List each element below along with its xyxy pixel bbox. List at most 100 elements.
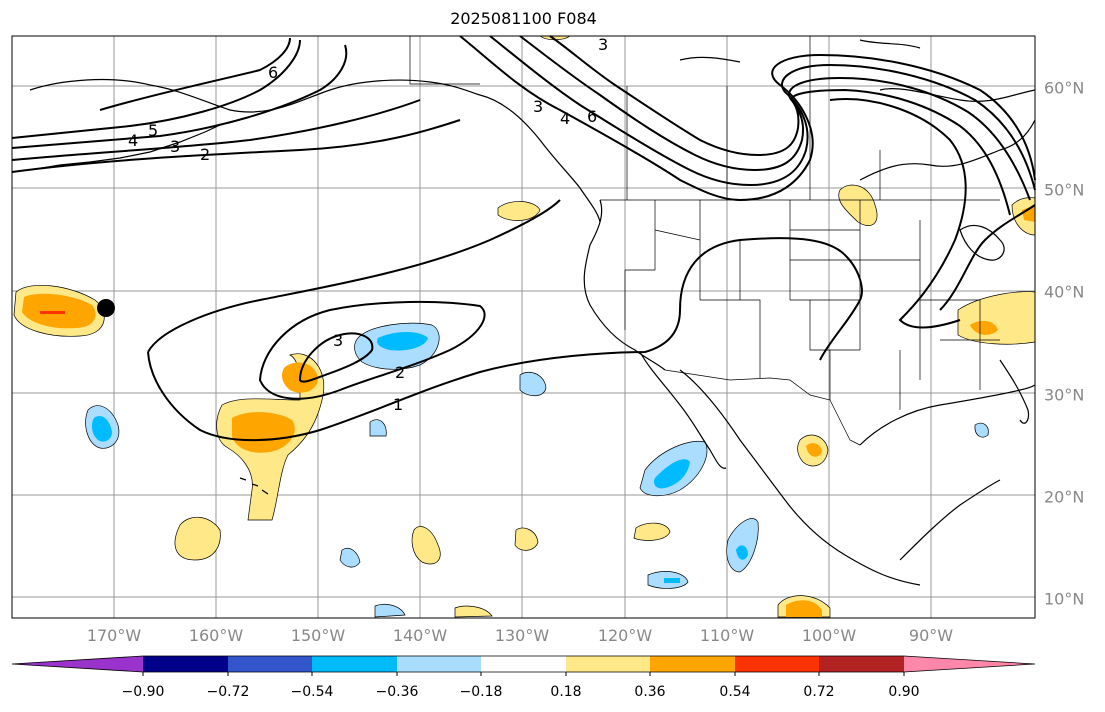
- coastlines: [29, 39, 1036, 586]
- colorbar-box: [228, 656, 312, 672]
- contour-1-subtropical: [147, 199, 561, 353]
- lat-label: 20°N: [1044, 487, 1085, 507]
- us-mexico-border: [664, 369, 861, 446]
- contour-label: 5: [148, 121, 158, 140]
- colorbar-box: [312, 656, 397, 672]
- colorbar-extend-high: [904, 656, 1035, 672]
- colorbar-tick-label: −0.72: [206, 684, 250, 700]
- lon-label: 170°W: [86, 626, 142, 645]
- colorbar-tick-label: 0.36: [634, 684, 666, 700]
- colorbar-tick-label: −0.18: [459, 684, 503, 700]
- lat-label: 40°N: [1044, 282, 1085, 302]
- hawaii: [239, 477, 269, 495]
- colorbar-box: [819, 656, 904, 672]
- fill-yellow-s4: [633, 522, 671, 541]
- contour-label: 3: [533, 97, 543, 116]
- lat-label: 30°N: [1044, 385, 1085, 405]
- colorbar-tick-label: −0.36: [375, 684, 419, 700]
- lon-label: 100°W: [801, 626, 857, 645]
- lon-label: 150°W: [290, 626, 346, 645]
- fill-yellow-wa: [497, 201, 541, 221]
- contour-ridge-inner: [829, 98, 967, 329]
- contour-ridge-4: [549, 35, 1011, 216]
- fill-dateline-red: [40, 311, 65, 314]
- fill-small-lightblue-1: [519, 371, 547, 397]
- fill-mex-blue-2: [664, 578, 680, 583]
- state-lines-e: [860, 220, 1000, 410]
- hudson-bay: [879, 88, 1036, 102]
- colorbar: [11, 655, 1036, 676]
- fill-gulf-lightblue: [974, 422, 989, 438]
- lon-label: 90°W: [908, 626, 954, 645]
- contour-label: 2: [200, 145, 210, 164]
- fill-orange-s6: [786, 600, 822, 617]
- fill-mex-blue-1: [736, 545, 748, 560]
- lat-label: 60°N: [1044, 78, 1085, 98]
- alaska-border: [409, 36, 480, 85]
- lon-label: 110°W: [699, 626, 755, 645]
- state-lines-w: [624, 200, 761, 378]
- contour-label: 3: [598, 35, 608, 54]
- contour-label: 6: [587, 107, 597, 126]
- fill-yellow-s3: [514, 527, 539, 551]
- west-coast: [583, 199, 666, 371]
- contour-3-north-pacific: [11, 99, 421, 161]
- contour-6-bering: [99, 37, 291, 111]
- contour-label: 1: [393, 395, 403, 414]
- location-marker: [97, 299, 115, 317]
- fill-central-blue: [377, 332, 428, 351]
- colorbar-box: [397, 656, 481, 672]
- fill-mex-lightblue-1: [726, 518, 759, 573]
- contour-2-central: [258, 300, 486, 400]
- colorbar-tick-label: 0.18: [550, 684, 582, 700]
- florida: [999, 359, 1030, 424]
- gulf-coast: [859, 384, 1036, 446]
- lon-label: 140°W: [392, 626, 448, 645]
- colorbar-box: [481, 656, 566, 672]
- contour-label-group: 6 5 4 3 2 3 4 6 3 3 2 1: [128, 35, 608, 414]
- alaska-coast: [29, 78, 601, 223]
- contour-ridge-3: [519, 35, 1031, 201]
- contour-1-subtropical-south: [147, 237, 863, 442]
- lat-label: 10°N: [1044, 589, 1085, 609]
- fill-yellow-s2: [411, 526, 441, 565]
- colorbar-box: [650, 656, 735, 672]
- mexico-coast: [679, 369, 921, 586]
- colorbar-box: [566, 656, 650, 672]
- fill-baja-blue: [654, 459, 690, 489]
- contour-label: 6: [268, 63, 278, 82]
- fill-yellow-s1: [174, 517, 221, 561]
- fill-small-lightblue-4: [374, 603, 406, 618]
- colorbar-extend-low: [12, 656, 143, 672]
- contour-label: 2: [395, 363, 405, 382]
- contour-2-north-pacific: [11, 119, 461, 173]
- colorbar-tick-label: −0.90: [121, 684, 165, 700]
- anomaly-fills: [13, 35, 1036, 618]
- colorbar-tick-label: 0.72: [803, 684, 835, 700]
- canada-provinces: [626, 36, 881, 200]
- contour-label: 4: [560, 109, 570, 128]
- lon-label: 130°W: [494, 626, 550, 645]
- contour-label: 4: [128, 131, 138, 150]
- colorbar-box: [735, 656, 819, 672]
- fill-orange-ne: [1022, 205, 1035, 222]
- contour-5-north-pacific: [11, 39, 301, 139]
- contour-3-central: [298, 332, 374, 383]
- fill-orange-mex: [806, 443, 822, 457]
- contours: [11, 35, 1036, 442]
- borders: [409, 36, 1000, 446]
- baja: [639, 351, 727, 469]
- map-frame: [11, 35, 1036, 619]
- fill-west-blue: [91, 415, 112, 442]
- map-title: 2025081100 F084: [450, 9, 597, 28]
- contour-trough-east: [939, 204, 1036, 311]
- aleutians: [29, 124, 221, 171]
- yucatan: [899, 479, 1001, 561]
- fill-central-orange-1: [232, 412, 295, 453]
- contour-label: 3: [170, 137, 180, 156]
- contour-ridge-2: [489, 35, 1036, 191]
- state-lines-c: [789, 200, 861, 400]
- fill-yellow-s5: [454, 605, 493, 618]
- great-lakes: [959, 225, 1005, 261]
